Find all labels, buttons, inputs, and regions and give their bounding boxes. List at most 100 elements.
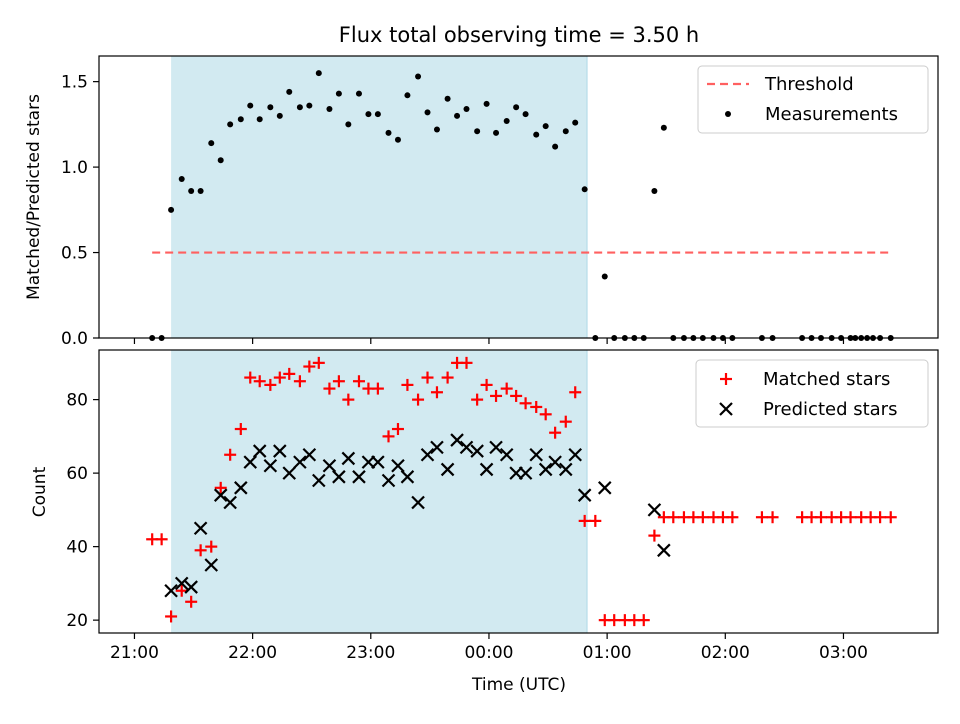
predicted-star-point	[263, 458, 278, 473]
measurement-point	[178, 176, 185, 183]
matched-star-point	[569, 386, 582, 399]
measurement-point	[267, 104, 274, 111]
matched-star-point	[471, 393, 484, 406]
predicted-star-point	[184, 580, 198, 594]
matched-star-point	[391, 423, 404, 436]
measurement-point	[247, 102, 254, 109]
matched-star-point	[421, 371, 434, 384]
measurement-point	[493, 129, 500, 136]
matched-star-point	[549, 426, 562, 439]
matched-star-point	[578, 514, 591, 527]
predicted-star-point	[391, 458, 405, 473]
shaded-span	[171, 56, 588, 338]
measurement-point	[256, 116, 263, 123]
matched-star-point	[312, 356, 325, 369]
top-shaded-region	[171, 56, 588, 338]
predicted-star-point	[529, 447, 544, 462]
measurement-point	[276, 112, 283, 119]
bottom-y-axis-label: Count	[30, 466, 50, 517]
y-tick-label: 0.0	[61, 329, 88, 349]
measurement-point	[552, 143, 559, 150]
legend-matched-swatch	[720, 373, 732, 385]
top-legend-box	[697, 65, 929, 134]
measurement-point	[208, 140, 215, 147]
top-y-axis-label: Matched/Predicted stars	[24, 94, 44, 300]
measurement-point	[296, 104, 303, 111]
matched-star-point	[293, 375, 306, 388]
matched-star-point	[273, 371, 286, 384]
matched-star-point	[500, 382, 513, 395]
matched-star-point	[185, 595, 198, 608]
x-axis-label: Time (UTC)	[471, 675, 566, 695]
matched-star-point	[441, 371, 454, 384]
matched-star-point	[648, 529, 661, 542]
predicted-star-point	[174, 576, 189, 591]
predicted-star-point	[499, 447, 514, 462]
measurement-point	[463, 105, 470, 112]
predicted-star-point	[381, 473, 396, 488]
measurement-point	[513, 104, 520, 111]
x-tick-label: 23:00	[346, 643, 395, 663]
measurement-point	[227, 121, 234, 128]
measurement-point	[444, 95, 451, 102]
predicted-star-point	[479, 462, 494, 477]
predicted-star-point	[558, 462, 573, 477]
y-tick-label: 60	[66, 464, 88, 484]
y-tick-label: 80	[66, 391, 88, 411]
predicted-star-point	[322, 458, 337, 473]
bottom-legend-box	[695, 359, 929, 428]
measurement-point	[217, 157, 224, 164]
predicted-star-point	[193, 521, 208, 536]
predicted-star-point	[252, 444, 267, 458]
matched-star-point	[696, 511, 709, 524]
measurement-point	[306, 102, 313, 109]
x-tick-label: 22:00	[228, 643, 277, 663]
predicted-star-point	[577, 488, 592, 502]
top-y-ticks: 0.0 0.5 1.0 1.5	[61, 73, 99, 349]
top-axes-frame	[98, 55, 939, 339]
measurement-point	[483, 100, 490, 107]
legend-matched-label: Matched stars	[763, 369, 890, 390]
x-tick-label: 21:00	[110, 643, 159, 663]
predicted-star-point	[538, 462, 553, 477]
y-tick-label: 40	[66, 538, 88, 558]
predicted-star-point	[518, 466, 533, 480]
matched-star-point	[303, 360, 316, 373]
matched-star-point	[637, 614, 650, 627]
matched-star-point	[480, 378, 493, 391]
x-tick-label: 02:00	[701, 643, 750, 663]
top-x-ticks	[133, 338, 845, 344]
predicted-star-point	[341, 451, 356, 466]
predicted-star-point	[597, 481, 612, 495]
matched-stars-series	[146, 356, 897, 627]
matched-star-point	[323, 382, 336, 395]
predicted-star-point	[647, 503, 662, 517]
predicted-star-point	[282, 466, 297, 480]
legend-threshold-label: Threshold	[764, 74, 854, 95]
measurement-point	[197, 188, 204, 195]
figure-title: Flux total observing time = 3.50 h	[339, 23, 699, 47]
measurement-point	[237, 116, 244, 123]
y-tick-label: 0.5	[61, 244, 88, 264]
x-tick-label: 03:00	[819, 643, 868, 663]
y-tick-label: 1.5	[61, 73, 88, 93]
measurement-point	[562, 128, 569, 135]
matched-star-point	[490, 389, 503, 402]
matched-star-point	[589, 514, 602, 527]
measurement-point	[433, 126, 440, 133]
measurement-point	[581, 186, 588, 193]
matched-star-point	[342, 393, 355, 406]
predicted-star-point	[223, 495, 237, 510]
x-tick-label: 00:00	[464, 643, 513, 663]
predicted-star-point	[332, 470, 346, 484]
measurement-point	[286, 88, 293, 95]
matched-star-point	[608, 614, 621, 627]
shaded-span	[171, 350, 588, 633]
matched-star-point	[264, 378, 277, 391]
bottom-legend: Matched stars Predicted stars	[695, 359, 929, 428]
matched-star-point	[530, 400, 543, 413]
matched-star-point	[726, 511, 739, 524]
matched-star-point	[755, 511, 768, 524]
y-tick-label: 1.0	[61, 158, 88, 178]
